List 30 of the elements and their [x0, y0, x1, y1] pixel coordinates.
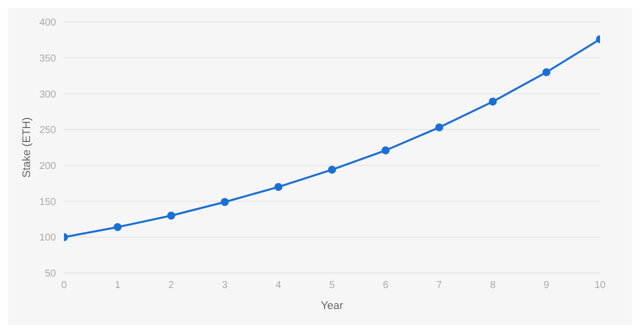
- y-tick-label: 200: [39, 160, 56, 172]
- point: [274, 182, 282, 191]
- x-tick-label: 6: [382, 280, 389, 292]
- x-tick-label: 9: [544, 280, 550, 292]
- y-axis-title: Stake (ETH): [20, 117, 33, 178]
- y-tick-label: 350: [39, 53, 56, 64]
- x-axis-title: Year: [320, 300, 344, 312]
- y-tick-label: 150: [39, 196, 56, 208]
- x-tick-label: 2: [168, 280, 174, 292]
- x-tick-label: 8: [490, 280, 496, 292]
- x-tick-label: 0: [61, 280, 68, 292]
- y-tick-label: 50: [44, 268, 56, 280]
- x-tick-label: 7: [436, 280, 442, 292]
- point: [542, 68, 550, 76]
- point: [114, 223, 122, 232]
- point: [382, 146, 390, 154]
- y-tick-label: 400: [39, 18, 56, 29]
- x-tick-label: 3: [222, 280, 228, 292]
- x-tick-label: 1: [114, 280, 121, 292]
- x-tick-label: 5: [329, 280, 336, 292]
- y-tick-label: 300: [39, 89, 56, 100]
- point: [328, 166, 336, 174]
- x-tick-label: 10: [594, 280, 606, 292]
- x-tick-label: 4: [276, 280, 282, 292]
- point: [220, 198, 229, 206]
- y-tick-label: 250: [39, 125, 56, 136]
- point: [435, 123, 444, 132]
- point: [167, 212, 176, 220]
- point: [488, 98, 497, 106]
- y-tick-label: 100: [39, 232, 56, 244]
